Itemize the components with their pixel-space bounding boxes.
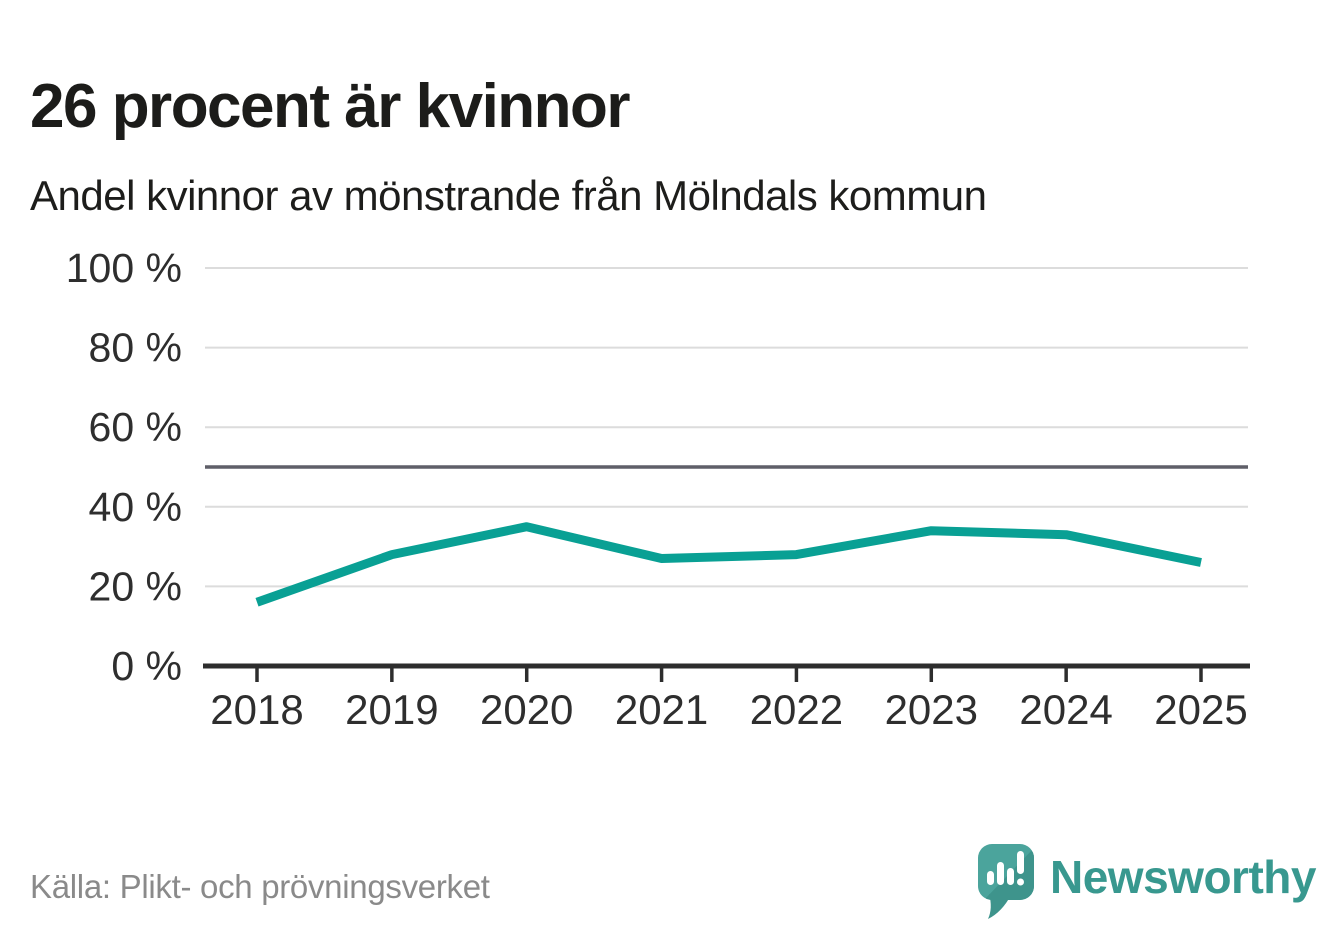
y-tick-label: 60 % (89, 404, 182, 450)
x-tick-label: 2023 (885, 686, 978, 733)
brand-logo: Newsworthy (976, 842, 1316, 926)
x-tick-label: 2020 (480, 686, 573, 733)
x-tick-label: 2018 (210, 686, 303, 733)
chart-title: 26 procent är kvinnor (30, 71, 631, 141)
plot-area: 0 % 20 % 40 % 60 % 80 % 100 % 2018 2019 2020 2021… (0, 240, 1322, 800)
y-tick-label: 100 % (66, 245, 182, 291)
x-tick-label: 2025 (1154, 686, 1247, 733)
x-tick-label: 2022 (750, 686, 843, 733)
x-tick-label: 2021 (615, 686, 708, 733)
y-tick-label: 0 % (111, 643, 182, 689)
data-line (255, 522, 1202, 607)
chart-subtitle: Andel kvinnor av mönstrande från Mölndal… (30, 172, 987, 219)
y-tick-label: 20 % (89, 563, 182, 609)
x-tick-label: 2024 (1019, 686, 1112, 733)
x-tick-label: 2019 (345, 686, 438, 733)
speech-bubble-bar-chart-icon (978, 844, 1034, 919)
y-tick-label: 80 % (89, 325, 182, 371)
source-text: Källa: Plikt- och prövningsverket (30, 868, 490, 905)
y-tick-label: 40 % (89, 484, 182, 530)
brand-name: Newsworthy (1050, 851, 1316, 903)
line-chart-svg: 0 % 20 % 40 % 60 % 80 % 100 % 2018 2019 2020 2021… (66, 245, 1250, 733)
